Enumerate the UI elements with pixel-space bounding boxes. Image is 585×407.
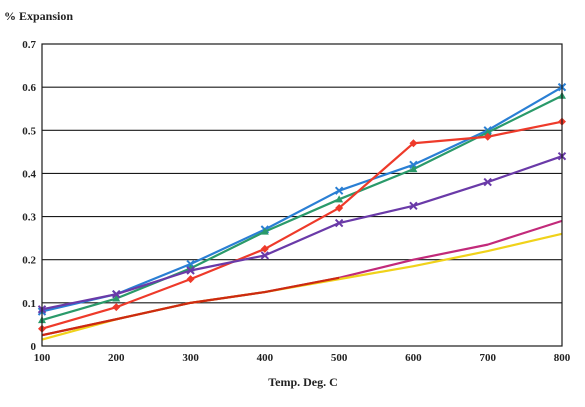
- series-2-point-1: [112, 303, 121, 312]
- grid-lines: [42, 43, 562, 347]
- y-tick-4: 0.4: [22, 168, 36, 180]
- series-3-point-3: [260, 251, 270, 260]
- y-tick-6: 0.6: [22, 82, 36, 94]
- series-1-point-1: [112, 294, 121, 302]
- x-axis-title: Temp. Deg. C: [268, 375, 338, 389]
- series-1-point-4: [335, 195, 344, 203]
- series-3-point-1: [112, 290, 121, 299]
- series-group: [37, 82, 567, 341]
- series-2-point-6: [483, 132, 492, 141]
- y-tick-2: 0.2: [22, 255, 36, 267]
- series-1-point-5: [409, 165, 418, 173]
- y-tick-1: 0.1: [22, 298, 36, 310]
- series-3-point-5: [409, 201, 418, 210]
- series-3-point-6: [483, 177, 492, 187]
- series-2-point-3: [260, 244, 269, 253]
- y-tick-7: 0.7: [22, 39, 36, 51]
- x-tick-labels: 100 200 300 400 500 600 700 800: [34, 352, 571, 364]
- series-0-line: [41, 86, 563, 313]
- y-tick-5: 0.5: [22, 125, 36, 137]
- series-2-point-2: [186, 275, 195, 284]
- x-tick-7: 800: [554, 352, 571, 364]
- series-6-line: [41, 276, 340, 337]
- x-tick-5: 600: [405, 352, 422, 364]
- y-tick-0: 0: [31, 341, 37, 353]
- series-0-point-4: [334, 186, 344, 195]
- series-3-point-4: [334, 218, 344, 228]
- x-tick-4: 500: [331, 352, 348, 364]
- series-2-point-5: [409, 139, 418, 148]
- x-tick-6: 700: [479, 352, 496, 364]
- x-tick-1: 200: [108, 352, 125, 364]
- y-axis-title: % Expansion: [4, 9, 73, 23]
- x-tick-0: 100: [34, 352, 51, 364]
- y-tick-labels: 0 0.1 0.2 0.3 0.4 0.5 0.6 0.7: [22, 39, 36, 353]
- series-2-point-4: [335, 203, 344, 212]
- series-3-line: [41, 155, 563, 311]
- series-5-line: [41, 232, 563, 341]
- x-tick-3: 400: [257, 352, 274, 364]
- y-tick-3: 0.3: [22, 212, 36, 224]
- series-1-point-6: [483, 128, 492, 136]
- series-2-line: [41, 120, 563, 330]
- plot-frame: [41, 43, 563, 347]
- series-1-point-3: [260, 227, 269, 235]
- x-tick-2: 300: [182, 352, 199, 364]
- series-3-point-2: [186, 266, 195, 275]
